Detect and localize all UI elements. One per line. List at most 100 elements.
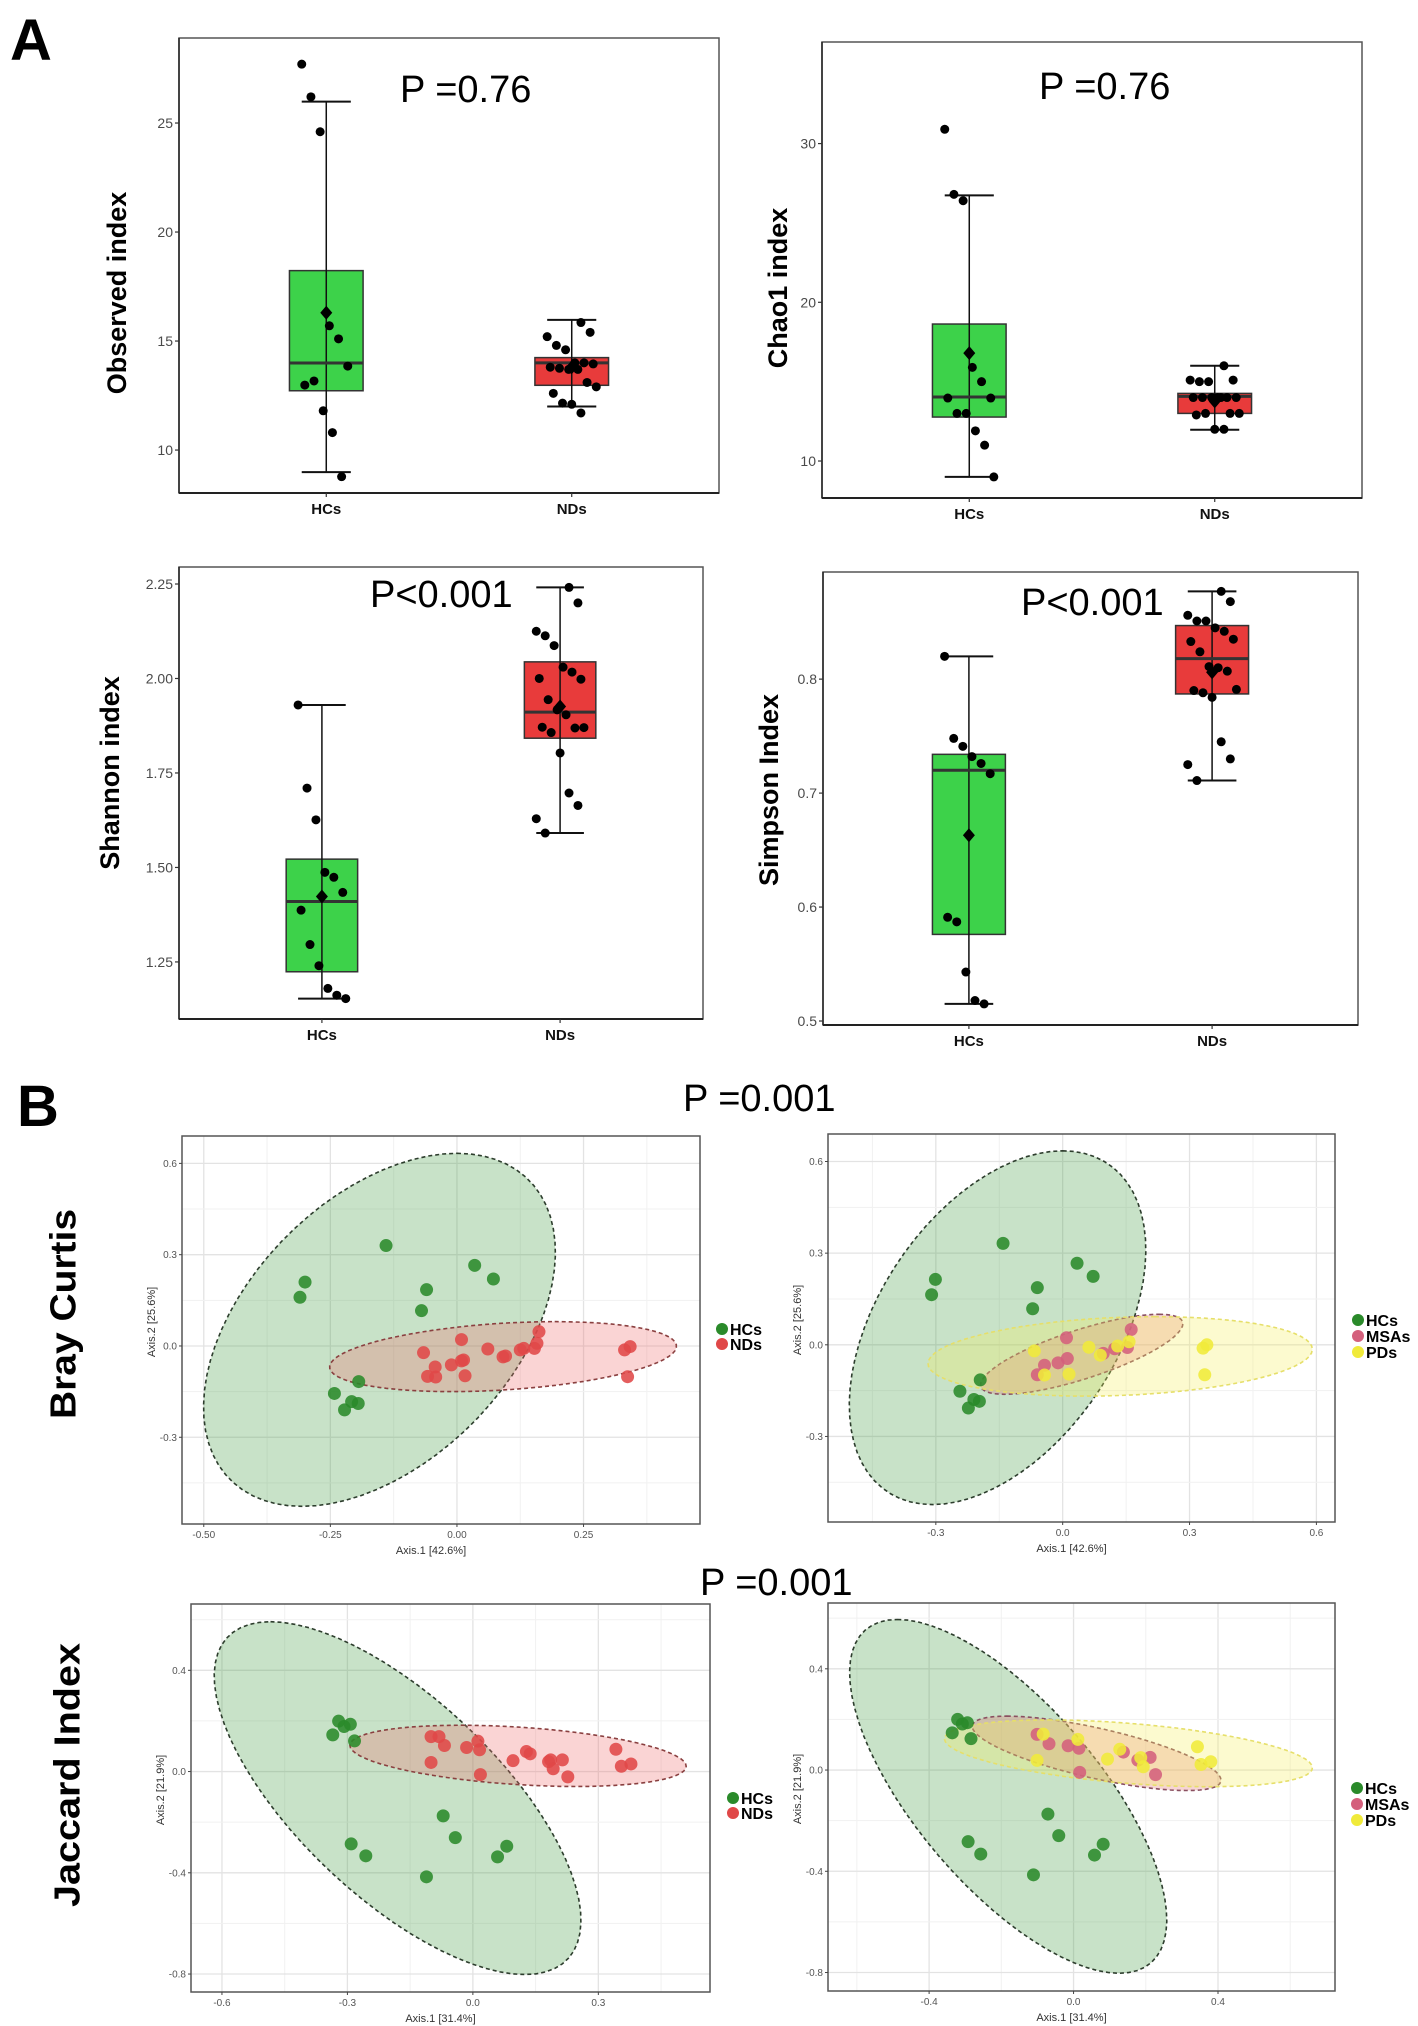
data-point-hcs	[961, 1401, 975, 1415]
data-point	[977, 377, 987, 387]
data-point-pds	[1122, 1335, 1136, 1349]
data-point	[1189, 686, 1199, 696]
legend-swatch	[1351, 1814, 1363, 1826]
data-point	[324, 321, 334, 331]
data-point	[540, 828, 550, 838]
legend-label: HCs	[1366, 1313, 1398, 1330]
data-point	[1210, 623, 1220, 633]
data-point	[1225, 754, 1235, 764]
data-point-hcs	[925, 1288, 939, 1302]
y-tick-label: 0.6	[798, 899, 818, 915]
data-point-nds	[444, 1358, 458, 1372]
data-point-hcs	[344, 1837, 358, 1851]
data-point	[579, 723, 589, 733]
x-tick-label: -0.25	[319, 1530, 342, 1541]
data-point	[576, 408, 586, 418]
data-point	[958, 741, 968, 751]
data-point	[1207, 692, 1217, 702]
confidence-ellipse-hcs	[202, 1152, 557, 1508]
p-value-label: P =0.76	[400, 69, 531, 111]
legend-swatch	[727, 1807, 739, 1819]
p-value-label: P =0.76	[1039, 66, 1170, 108]
legend-label: MSAs	[1366, 1329, 1411, 1346]
data-point-hcs	[972, 1394, 986, 1408]
data-point	[1225, 408, 1235, 418]
y-tick-label: -0.3	[160, 1433, 178, 1444]
data-point	[567, 399, 577, 409]
data-point-hcs	[338, 1403, 352, 1417]
data-point-nds	[458, 1369, 472, 1383]
y-tick-label: 0.0	[809, 1340, 823, 1351]
data-point-hcs	[343, 1717, 357, 1731]
data-point	[943, 393, 953, 403]
data-point-nds	[481, 1342, 495, 1356]
x-tick-label: -0.6	[213, 1998, 231, 2009]
data-point	[537, 722, 547, 732]
x-axis-title: Axis.1 [31.4%]	[405, 2013, 475, 2025]
data-point	[564, 582, 574, 592]
data-point	[558, 662, 568, 672]
y-tick-label: -0.8	[169, 1970, 187, 1981]
y-axis-title: Shannon index	[95, 676, 125, 870]
mean-marker	[315, 889, 328, 904]
plot-frame	[181, 1135, 701, 1525]
legend-swatch	[716, 1323, 728, 1335]
x-tick-label: 0.00	[447, 1530, 467, 1541]
data-point-pds	[1101, 1752, 1114, 1766]
data-point-pds	[1062, 1367, 1076, 1381]
y-tick-label: 0.6	[809, 1157, 823, 1168]
data-point-pds	[1113, 1742, 1127, 1756]
data-point	[967, 752, 977, 762]
legend-item-hcs: HCs	[1352, 1313, 1398, 1330]
data-point-msas	[1060, 1352, 1074, 1366]
chart-3: 0.5 0.6 0.7 0.8 HCs NDs Simpson Index P<0.001	[754, 571, 1359, 1050]
legend-swatch	[716, 1338, 728, 1350]
data-point	[976, 758, 986, 768]
data-point	[561, 345, 571, 355]
data-point	[585, 327, 595, 337]
y-tick-label: 10	[157, 442, 173, 458]
data-point-nds	[517, 1341, 531, 1355]
data-point	[564, 788, 574, 798]
data-point	[949, 189, 959, 199]
data-point	[534, 673, 544, 683]
data-point-hcs	[964, 1732, 978, 1746]
data-point	[1183, 760, 1193, 770]
mean-marker	[962, 828, 975, 843]
data-point-hcs	[953, 1384, 967, 1398]
y-tick-label: 0.7	[798, 785, 818, 801]
data-point	[579, 358, 589, 368]
y-axis-title: Axis.2 [21.9%]	[155, 1755, 167, 1825]
y-tick-label: -0.8	[806, 1968, 824, 1979]
data-point-hcs	[326, 1728, 340, 1742]
mean-marker	[1206, 665, 1219, 680]
y-tick-label: 2.25	[146, 576, 173, 592]
y-tick-label: 0.0	[172, 1767, 186, 1778]
data-point-nds	[457, 1353, 471, 1367]
legend-label: PDs	[1365, 1813, 1396, 1830]
y-tick-label: 0.6	[163, 1159, 177, 1170]
data-point	[542, 332, 552, 342]
data-point	[309, 376, 319, 386]
data-point	[338, 887, 348, 897]
data-point-hcs	[486, 1272, 500, 1286]
data-point	[305, 940, 315, 950]
data-point	[1185, 375, 1195, 385]
y-tick-label: 10	[800, 453, 816, 469]
data-point	[1201, 408, 1211, 418]
legend-swatch	[1352, 1346, 1364, 1358]
legend-label: NDs	[730, 1337, 762, 1354]
plot-frame	[178, 37, 720, 494]
data-point-nds	[523, 1747, 537, 1761]
row-label-bray-curtis: Bray Curtis	[43, 1209, 84, 1419]
legend-swatch	[1351, 1782, 1363, 1794]
data-point	[582, 377, 592, 387]
data-point-hcs	[359, 1849, 373, 1863]
x-tick-label: -0.3	[927, 1528, 945, 1539]
panel-label-a: A	[10, 8, 52, 73]
data-point-hcs	[420, 1283, 434, 1297]
data-point-hcs	[448, 1831, 462, 1845]
data-point	[576, 318, 586, 328]
